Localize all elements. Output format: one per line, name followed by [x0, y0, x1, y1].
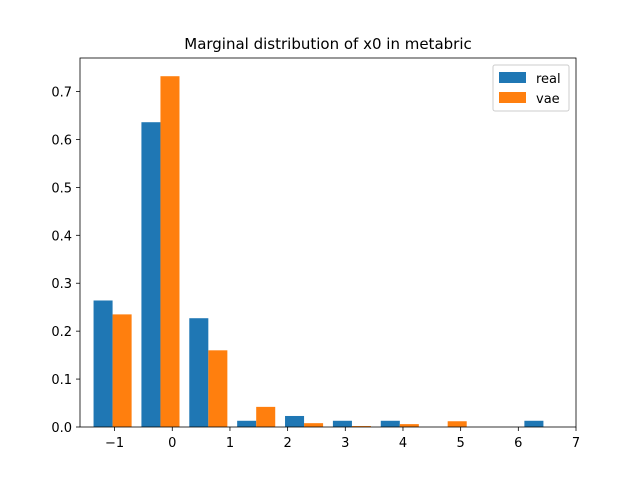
- bar-real-4: [285, 415, 305, 427]
- bar-vae-5: [351, 426, 371, 427]
- bar-vae-2: [208, 350, 228, 427]
- bars-layer: [93, 76, 544, 428]
- y-tick-label: 0.2: [51, 325, 72, 340]
- axes-layer: −1 0 1 2 3 4 5 6 7 0.0 0.1 0.2 0.3 0.4 0.5 0.6 0.7: [51, 57, 580, 451]
- x-tick-label: 4: [399, 436, 407, 451]
- x-tick-label: 1: [226, 436, 234, 451]
- bar-real-6: [380, 420, 400, 427]
- legend-swatch-real: [499, 72, 526, 83]
- legend-label-vae: vae: [536, 92, 560, 107]
- x-tick-label: 7: [572, 436, 580, 451]
- bar-real-5: [332, 420, 352, 427]
- bar-real-1: [141, 122, 161, 428]
- legend: real vae: [492, 64, 570, 112]
- bar-vae-1: [160, 76, 180, 427]
- bar-real-2: [189, 318, 209, 427]
- legend-swatch-vae: [499, 92, 526, 103]
- y-tick-label: 0.6: [51, 133, 72, 148]
- x-tick-label: 3: [341, 436, 349, 451]
- bar-real-3: [237, 420, 257, 427]
- y-tick-label: 0.0: [51, 421, 72, 436]
- bar-vae-7: [447, 421, 467, 427]
- chart-title: Marginal distribution of x0 in metabric: [184, 35, 471, 53]
- bar-vae-0: [112, 314, 132, 427]
- bar-vae-4: [304, 423, 324, 427]
- x-tick-label: 5: [457, 436, 465, 451]
- x-tick-label: −1: [105, 436, 124, 451]
- plot-frame: [79, 57, 577, 428]
- x-tick-label: 2: [283, 436, 291, 451]
- y-tick-label: 0.3: [51, 277, 72, 292]
- x-tick-label: 6: [514, 436, 522, 451]
- y-tick-label: 0.5: [51, 181, 72, 196]
- legend-label-real: real: [536, 72, 561, 87]
- bar-vae-3: [256, 406, 276, 427]
- y-tick-label: 0.7: [51, 86, 72, 101]
- bar-real-9: [524, 420, 544, 427]
- y-tick-label: 0.1: [51, 373, 72, 388]
- bar-vae-6: [399, 424, 419, 427]
- y-tick-label: 0.4: [51, 229, 72, 244]
- bar-real-0: [93, 300, 113, 427]
- x-tick-label: 0: [168, 436, 176, 451]
